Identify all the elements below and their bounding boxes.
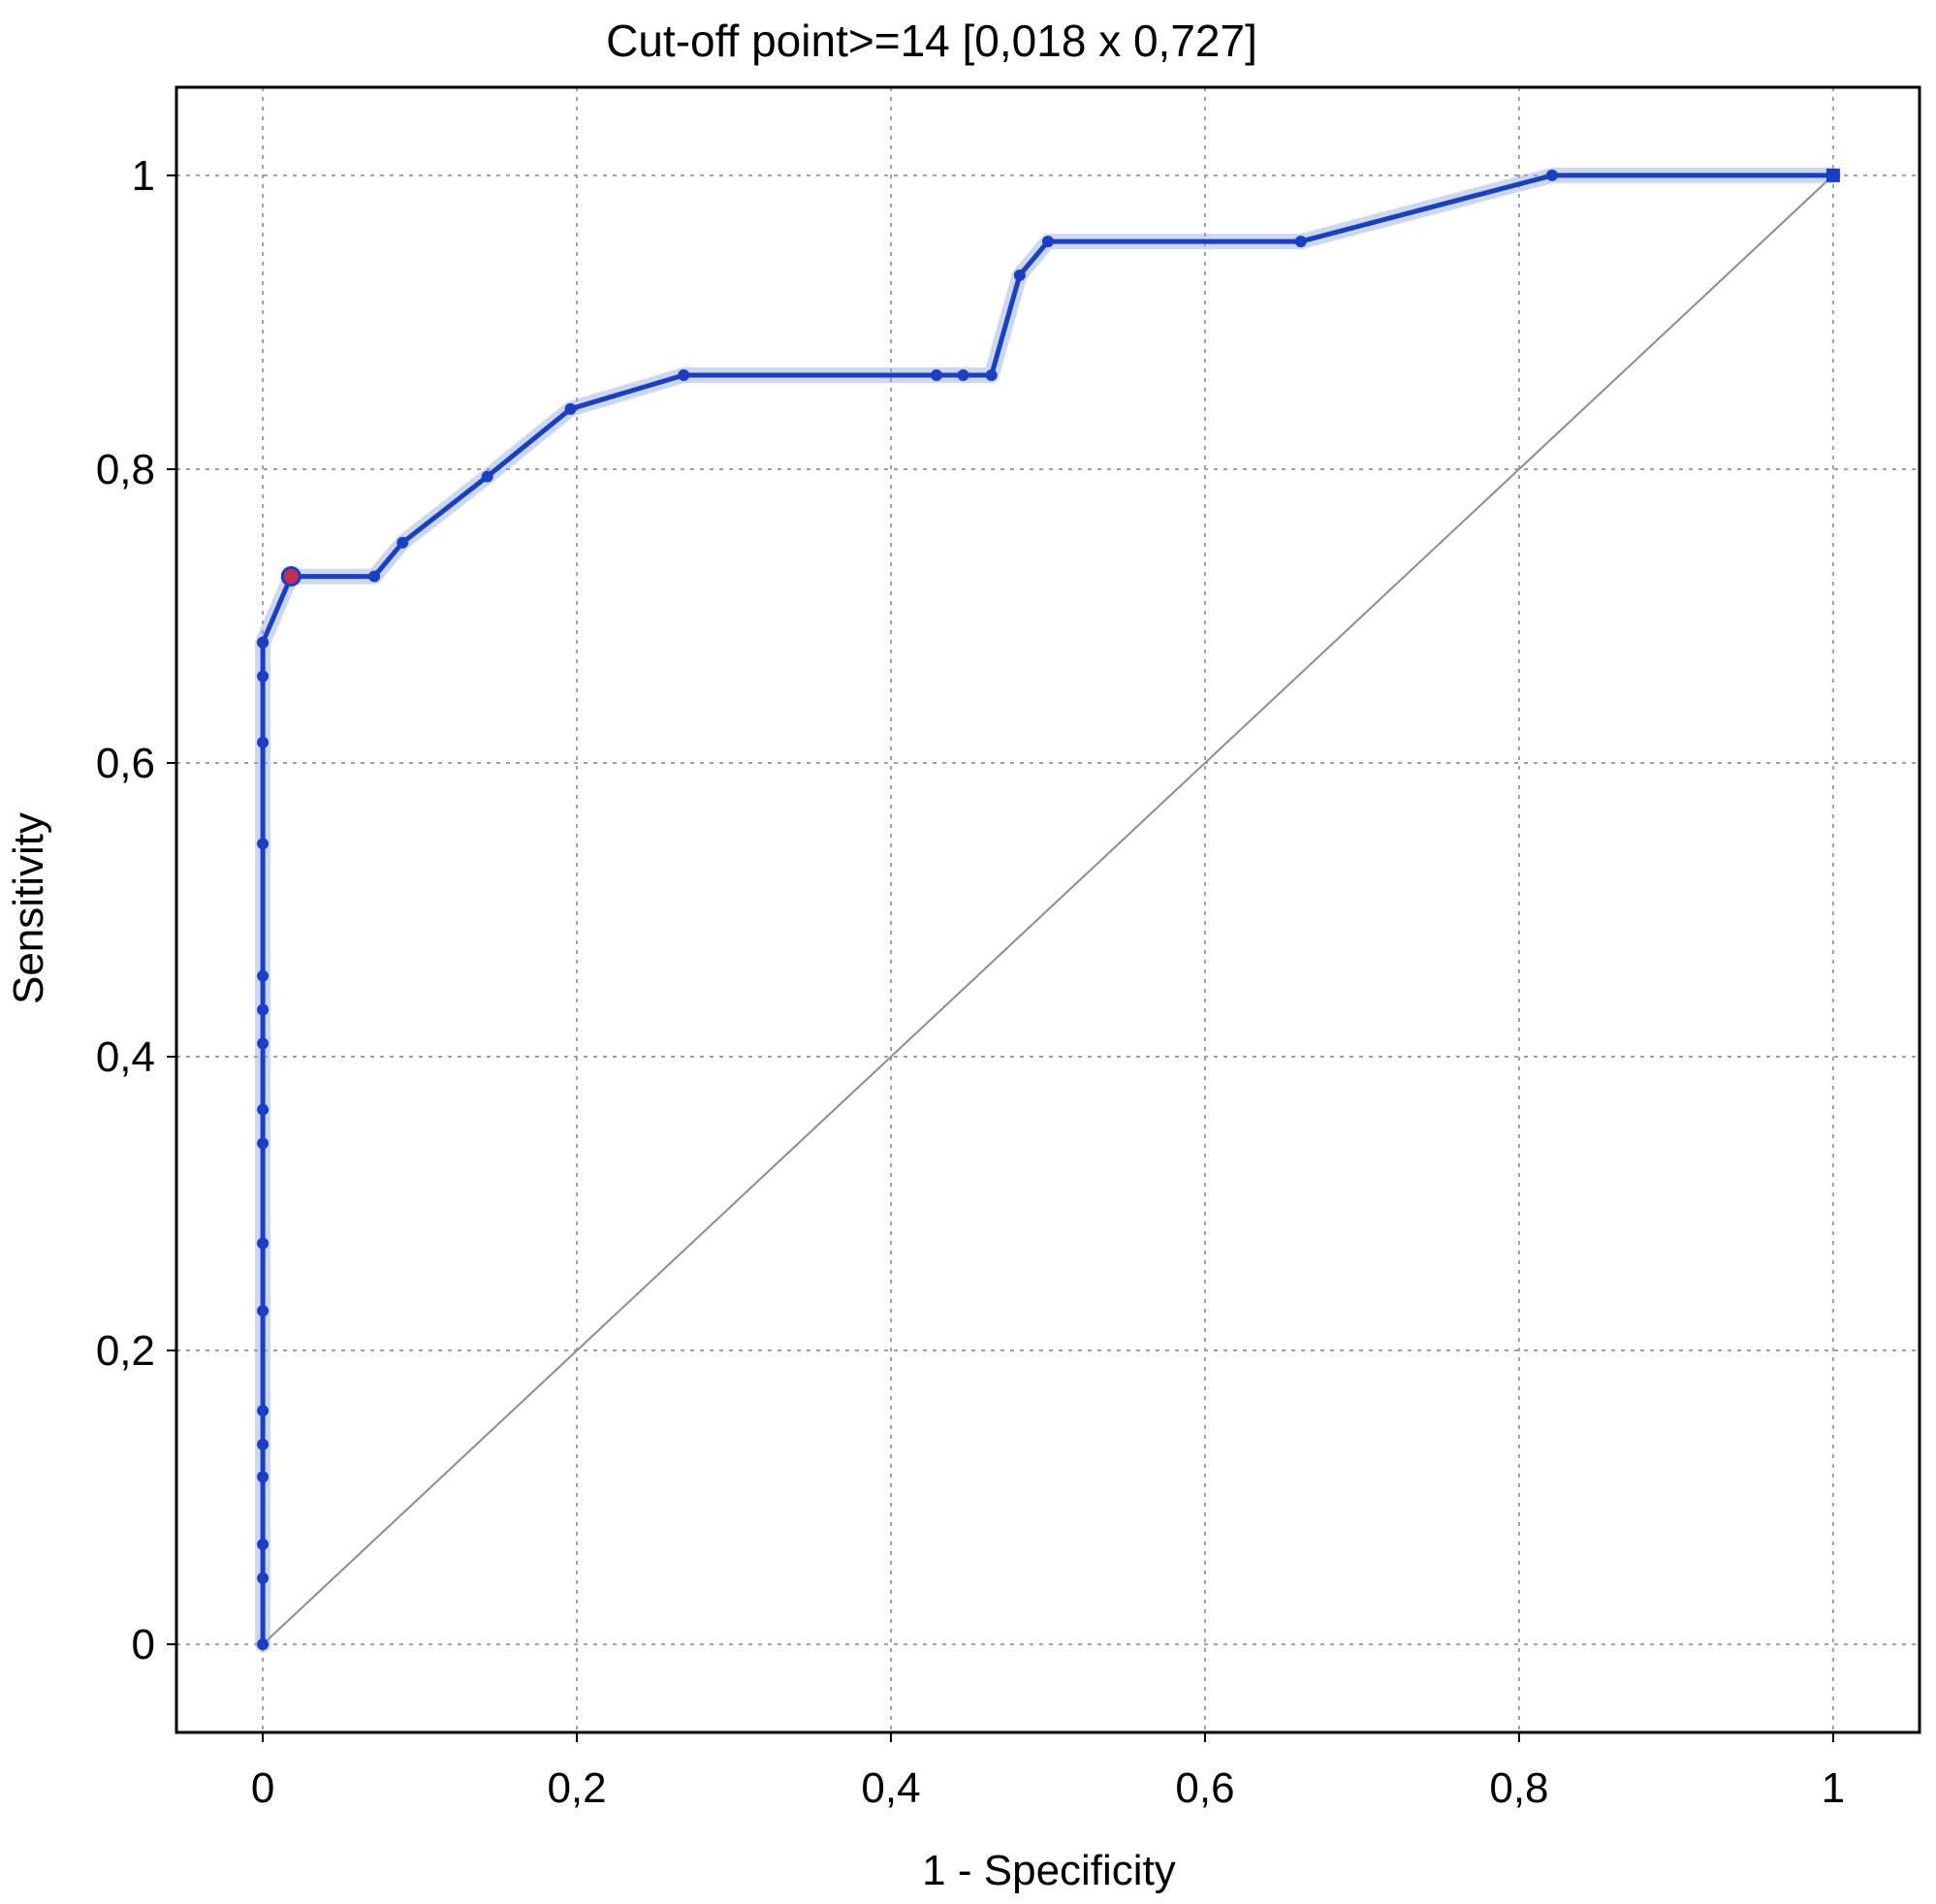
roc-point — [257, 1103, 270, 1116]
reference-diagonal-line — [262, 175, 1834, 1645]
roc-point — [368, 570, 381, 583]
roc-point — [957, 368, 969, 381]
roc-point — [257, 1037, 270, 1050]
roc-point — [257, 1539, 270, 1551]
roc-point — [257, 1638, 270, 1651]
roc-point — [257, 1471, 270, 1483]
roc-point — [1294, 236, 1307, 248]
x-axis-ticks: 0 0,2 0,4 0,6 0,8 1 — [251, 1732, 1845, 1812]
x-tick-label: 0,6 — [1175, 1764, 1234, 1812]
roc-point — [257, 636, 270, 649]
roc-point — [257, 736, 270, 748]
roc-point — [1042, 236, 1054, 248]
roc-point — [257, 1237, 270, 1250]
roc-point — [257, 1571, 270, 1584]
y-tick-label: 0,2 — [96, 1327, 155, 1375]
y-axis-ticks: 0 0,2 0,4 0,6 0,8 1 — [96, 152, 176, 1668]
x-tick-label: 0,4 — [861, 1764, 920, 1812]
roc-point — [257, 1003, 270, 1016]
x-tick-label: 0,8 — [1489, 1764, 1548, 1812]
roc-point — [397, 536, 409, 549]
roc-point — [1013, 269, 1026, 281]
y-tick-label: 0,6 — [96, 740, 155, 787]
y-tick-label: 0 — [132, 1621, 155, 1668]
y-tick-label: 1 — [132, 152, 155, 200]
chart-title: Cut-off point>=14 [0,018 x 0,727] — [606, 16, 1257, 66]
x-tick-label: 0,2 — [547, 1764, 606, 1812]
roc-point — [257, 1137, 270, 1150]
roc-point — [678, 368, 690, 381]
roc-point — [257, 1439, 270, 1451]
y-tick-label: 0,8 — [96, 446, 155, 493]
roc-point — [257, 1305, 270, 1317]
roc-point — [985, 368, 998, 381]
roc-series — [255, 167, 1841, 1653]
roc-point — [257, 969, 270, 982]
roc-point — [257, 670, 270, 682]
roc-point — [257, 1405, 270, 1417]
grid — [176, 87, 1920, 1732]
y-tick-label: 0,4 — [96, 1033, 155, 1081]
x-tick-label: 1 — [1822, 1764, 1845, 1812]
y-axis-label: Sensitivity — [5, 812, 52, 1004]
x-tick-label: 0 — [251, 1764, 274, 1812]
roc-point — [930, 368, 942, 381]
roc-end-marker — [1825, 168, 1840, 182]
cutoff-point-marker — [280, 566, 302, 587]
x-axis-label: 1 - Specificity — [922, 1847, 1176, 1894]
roc-point — [481, 470, 493, 483]
roc-point — [564, 402, 577, 415]
plot-frame — [175, 85, 1921, 1734]
roc-point — [257, 838, 270, 850]
roc-point — [1545, 169, 1558, 181]
